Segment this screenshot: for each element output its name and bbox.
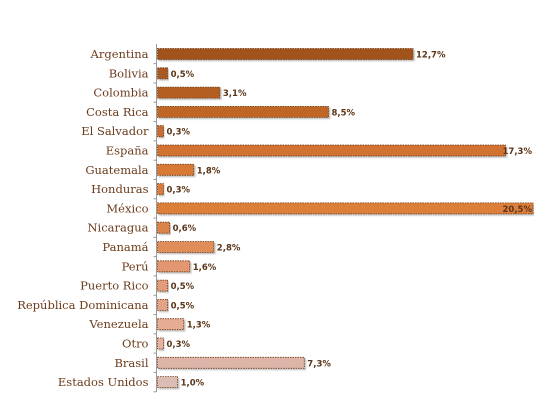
value-label: 1,6% — [193, 263, 217, 273]
category-label: Venezuela — [88, 317, 148, 331]
category-label: Brasil — [114, 356, 148, 370]
bar-otro — [157, 337, 164, 350]
bar-brasil — [157, 356, 305, 369]
bar-puerto-rico — [157, 279, 169, 292]
category-label: Argentina — [90, 47, 149, 61]
category-label: Estados Unidos — [58, 375, 149, 389]
value-label: 0,6% — [173, 224, 197, 234]
value-label: 1,0% — [181, 379, 205, 389]
bar-costa-rica — [157, 106, 329, 118]
value-label: 1,8% — [197, 166, 221, 176]
category-label: Colombia — [93, 86, 148, 100]
bar-honduras — [157, 183, 164, 196]
bar-espa-a — [157, 144, 506, 157]
value-label: 0,3% — [167, 340, 191, 350]
value-label: 0,3% — [167, 128, 191, 138]
chart-axis — [153, 44, 157, 393]
value-label: 12,7% — [416, 51, 446, 61]
category-labels: Argentina Bolivia Colombia Costa Rica El Sal… — [17, 47, 149, 389]
bar-estados-unidos — [157, 376, 179, 389]
bar-el-salvador — [157, 125, 164, 138]
bars — [157, 48, 534, 389]
category-label: Panamá — [102, 240, 148, 254]
value-label: 0,5% — [171, 282, 195, 292]
bar-per- — [157, 260, 191, 273]
bar-rep-blica-dominicana — [157, 298, 169, 311]
value-label: 0,5% — [171, 301, 195, 311]
category-label: Costa Rica — [86, 105, 149, 119]
category-label: República Dominicana — [17, 298, 148, 312]
bar-panam- — [157, 241, 215, 253]
category-label: España — [106, 144, 149, 158]
bar-venezuela — [157, 318, 185, 331]
value-label: 20,5% — [503, 205, 533, 215]
category-label: Guatemala — [85, 163, 148, 177]
bar-guatemala — [157, 163, 195, 176]
category-label: Honduras — [91, 182, 148, 196]
bar-m-xico — [157, 202, 534, 215]
value-label: 7,3% — [307, 359, 331, 369]
bar-colombia — [157, 86, 221, 99]
value-label: 0,5% — [171, 70, 195, 80]
category-label: Nicaragua — [87, 221, 148, 235]
value-label: 8,5% — [332, 108, 356, 118]
value-label: 3,1% — [223, 89, 247, 99]
category-label: México — [106, 201, 148, 215]
category-label: Puerto Rico — [80, 279, 148, 293]
category-label: Perú — [122, 259, 149, 273]
category-label: Bolivia — [109, 66, 149, 80]
value-label: 2,8% — [217, 244, 241, 254]
bar-nicaragua — [157, 221, 171, 234]
value-labels: 12,7% 0,5% 3,1% 8,5% 0,3% 17,3% 1,8% 0,3% 20,5% 0… — [167, 51, 533, 389]
category-label: El Salvador — [81, 124, 149, 138]
bar-bolivia — [157, 67, 169, 80]
value-label: 1,3% — [187, 321, 211, 331]
value-label: 0,3% — [167, 186, 191, 196]
value-label: 17,3% — [503, 147, 533, 157]
category-label: Otro — [122, 337, 149, 351]
bar-argentina — [157, 48, 414, 60]
